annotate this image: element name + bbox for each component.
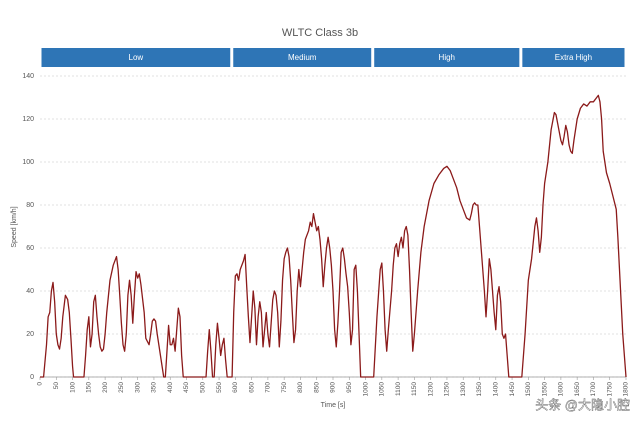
x-tick-label: 400 (167, 382, 174, 393)
x-tick-label: 1350 (476, 382, 483, 397)
x-tick-label: 250 (118, 382, 125, 393)
x-tick-label: 0 (37, 382, 44, 386)
phase-label: Low (129, 53, 144, 62)
x-tick-label: 1250 (444, 382, 451, 397)
watermark: 头条 @大隐小腔 (535, 397, 630, 412)
x-tick-label: 1500 (525, 382, 532, 397)
x-tick-label: 550 (216, 382, 223, 393)
x-tick-label: 450 (183, 382, 190, 393)
x-tick-label: 900 (330, 382, 337, 393)
phase-label: Extra High (555, 53, 592, 62)
x-tick-label: 1550 (541, 382, 548, 397)
x-tick-label: 1800 (623, 382, 630, 397)
x-tick-label: 650 (248, 382, 255, 393)
x-tick-label: 350 (151, 382, 158, 393)
y-tick-label: 120 (22, 116, 34, 123)
phase-band (41, 48, 231, 67)
speed-line (40, 94, 627, 378)
y-tick-label: 40 (26, 288, 34, 295)
x-tick-label: 1650 (574, 382, 581, 397)
y-tick-label: 20 (26, 331, 34, 338)
x-tick-label: 1200 (427, 382, 434, 397)
phase-band (233, 48, 372, 67)
x-tick-label: 300 (134, 382, 141, 393)
y-tick-label: 100 (22, 159, 34, 166)
phase-label: Medium (288, 53, 317, 62)
x-tick-label: 750 (281, 382, 288, 393)
x-tick-label: 1100 (395, 382, 402, 396)
x-tick-label: 1300 (460, 382, 467, 397)
x-tick-label: 1750 (606, 382, 613, 397)
x-tick-label: 800 (297, 382, 304, 393)
x-tick-label: 500 (199, 382, 206, 393)
x-tick-label: 1700 (590, 382, 597, 397)
x-tick-label: 850 (313, 382, 320, 393)
x-tick-label: 50 (53, 382, 60, 390)
x-tick-label: 1050 (379, 382, 386, 397)
x-tick-label: 100 (69, 382, 76, 393)
x-tick-label: 150 (86, 382, 93, 393)
x-axis-title: Time [s] (321, 402, 346, 409)
y-axis-title: Speed [km/h] (11, 206, 18, 247)
phase-label: High (439, 53, 455, 62)
y-tick-label: 140 (22, 73, 34, 80)
y-tick-label: 0 (30, 374, 34, 381)
x-tick-label: 200 (102, 382, 109, 393)
x-tick-label: 950 (346, 382, 353, 393)
phase-band (522, 48, 625, 67)
x-tick-label: 1400 (492, 382, 499, 397)
phase-band (374, 48, 520, 67)
x-tick-label: 1150 (411, 382, 418, 396)
x-tick-label: 1600 (558, 382, 565, 397)
y-tick-label: 80 (26, 202, 34, 209)
x-tick-label: 700 (265, 382, 272, 393)
y-tick-label: 60 (26, 245, 34, 252)
chart-title: WLTC Class 3b (282, 27, 358, 39)
x-tick-label: 1450 (509, 382, 516, 397)
x-tick-label: 600 (232, 382, 239, 393)
x-tick-label: 1000 (362, 382, 369, 397)
